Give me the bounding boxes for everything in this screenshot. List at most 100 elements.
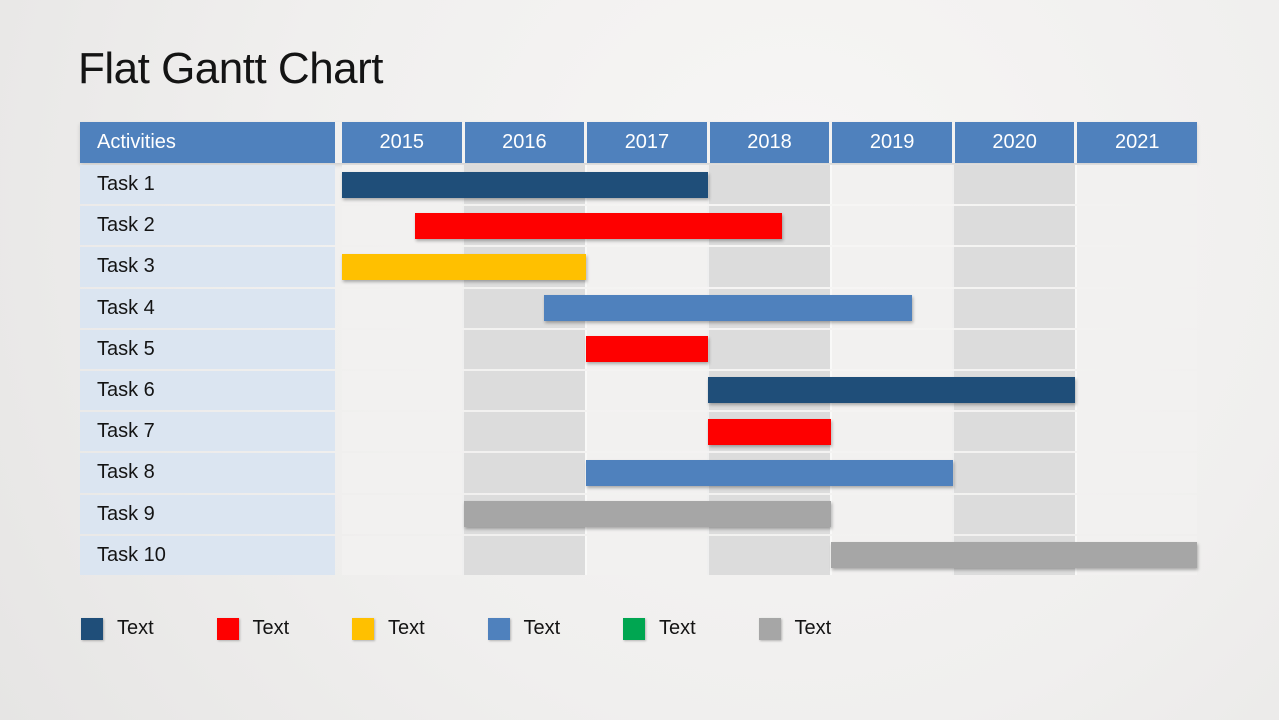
legend-swatch <box>623 617 645 640</box>
task-timeline <box>342 329 1197 369</box>
grid-cell-2019 <box>829 247 953 287</box>
legend-label: Text <box>117 617 154 639</box>
year-header-cell: 2021 <box>1074 122 1198 163</box>
grid-cell-2015 <box>342 453 463 493</box>
gantt-bar <box>342 171 709 198</box>
grid-cell-2018 <box>707 247 830 287</box>
grid-cell-2020 <box>952 453 1075 493</box>
activities-header-cell: Activities <box>80 122 335 163</box>
grid-cell-2015 <box>342 370 463 411</box>
grid-cell-2015 <box>342 329 463 369</box>
grid-cell-2016 <box>462 453 585 493</box>
grid-cell-2019 <box>829 165 953 205</box>
legend: Text Text Text Text Text Text <box>81 617 894 640</box>
legend-label: Text <box>252 617 290 639</box>
year-header-cell: 2016 <box>461 122 585 163</box>
grid-cell-2021 <box>1074 247 1197 287</box>
row-column-gap <box>335 165 342 204</box>
task-row: Task 9 <box>80 494 1197 534</box>
task-label: Task 4 <box>80 288 335 328</box>
year-header-cell: 2017 <box>584 122 707 163</box>
grid-cell-2021 <box>1074 412 1197 452</box>
grid-cell-2021 <box>1074 288 1197 328</box>
grid-cell-2015 <box>342 494 463 534</box>
legend-label: Text <box>388 617 425 639</box>
grid-cell-2020 <box>952 494 1075 534</box>
grid-cell-2015 <box>342 288 463 328</box>
row-column-gap <box>335 536 342 575</box>
grid-cell-2021 <box>1074 329 1197 369</box>
legend-item: Text <box>487 617 624 640</box>
grid-cell-2018 <box>707 535 830 575</box>
grid-cell-2017 <box>584 247 708 287</box>
task-label: Task 6 <box>80 370 335 411</box>
grid-cell-2018 <box>707 329 830 369</box>
grid-cell-2021 <box>1074 453 1197 493</box>
legend-item: Text <box>216 617 353 640</box>
grid-cell-2015 <box>342 412 463 452</box>
task-row: Task 4 <box>80 288 1197 328</box>
year-header-row: 2015 2016 2017 2018 2019 2020 2021 <box>342 122 1198 163</box>
row-column-gap <box>335 206 342 245</box>
gantt-bar <box>708 418 831 445</box>
row-column-gap <box>335 371 342 410</box>
grid-cell-2016 <box>462 370 585 411</box>
gantt-bar <box>342 253 587 280</box>
grid-cell-2015 <box>342 535 463 575</box>
grid-cell-2017 <box>584 370 708 411</box>
legend-label: Text <box>523 617 561 639</box>
year-header-cell: 2020 <box>951 122 1075 163</box>
gantt-bar <box>586 336 709 363</box>
task-row: Task 1 <box>80 165 1197 205</box>
legend-swatch <box>216 617 239 640</box>
task-timeline <box>342 494 1197 534</box>
grid-cell-2016 <box>462 329 585 369</box>
legend-swatch <box>487 617 510 640</box>
gantt-bar <box>586 459 953 486</box>
task-timeline <box>342 247 1197 287</box>
grid-cell-2019 <box>829 494 953 534</box>
header-column-gap <box>335 122 342 163</box>
task-timeline <box>342 370 1197 411</box>
gantt-bar <box>464 501 831 527</box>
task-row: Task 3 <box>80 247 1197 287</box>
row-column-gap <box>335 247 342 286</box>
task-label: Task 2 <box>80 206 335 246</box>
grid-cell-2017 <box>584 412 708 452</box>
grid-cell-2021 <box>1074 206 1197 246</box>
year-header-cell: 2019 <box>829 122 952 163</box>
task-row: Task 6 <box>80 370 1197 411</box>
gantt-bar <box>830 542 1197 569</box>
legend-swatch <box>81 617 103 640</box>
grid-cell-2020 <box>952 412 1075 452</box>
task-label: Task 7 <box>80 412 335 452</box>
gantt-chart: Activities 2015 2016 2017 2018 2019 2020 2021 … <box>80 122 1198 575</box>
grid-cell-2019 <box>829 412 953 452</box>
gantt-body: Task 1 Task 2 Task 3 Task 4 Task 5 Task 6 Task… <box>80 165 1197 575</box>
task-timeline <box>342 206 1197 246</box>
grid-cell-2019 <box>829 329 953 369</box>
row-column-gap <box>335 330 342 369</box>
grid-cell-2021 <box>1074 165 1197 205</box>
task-label: Task 10 <box>80 535 335 575</box>
grid-cell-2020 <box>952 288 1075 328</box>
task-timeline <box>342 288 1197 328</box>
row-column-gap <box>335 495 342 534</box>
row-column-gap <box>335 453 342 492</box>
page-title: Flat Gantt Chart <box>78 44 384 93</box>
grid-cell-2020 <box>952 165 1075 205</box>
grid-cell-2021 <box>1074 370 1197 411</box>
task-row: Task 10 <box>80 535 1197 575</box>
row-column-gap <box>335 289 342 328</box>
gantt-bar <box>543 295 913 322</box>
task-row: Task 7 <box>80 412 1197 452</box>
grid-cell-2020 <box>952 206 1075 246</box>
task-label: Task 3 <box>80 247 335 287</box>
grid-cell-2016 <box>462 535 585 575</box>
legend-item: Text <box>758 617 895 640</box>
legend-label: Text <box>659 617 696 639</box>
year-header-cell: 2015 <box>342 122 462 163</box>
legend-item: Text <box>81 617 217 640</box>
task-label: Task 1 <box>80 165 335 205</box>
grid-cell-2016 <box>462 412 585 452</box>
